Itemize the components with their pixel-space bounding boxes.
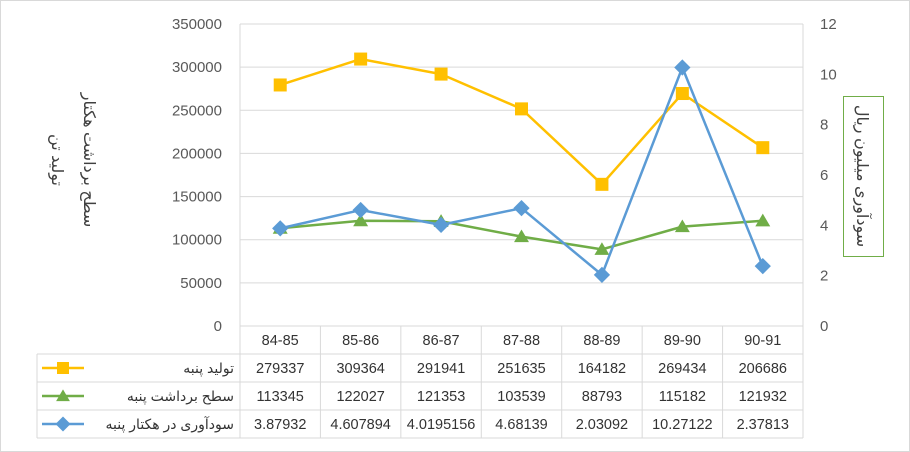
chart-series (272, 52, 771, 284)
data-point-marker (352, 201, 369, 219)
table-cell-value: 279337 (256, 361, 304, 377)
data-point-marker (754, 258, 771, 275)
data-point-marker (756, 141, 770, 155)
legend-key (42, 389, 84, 402)
table-cell-value: 164182 (578, 361, 626, 377)
category-label: 85-86 (342, 333, 379, 349)
table-cell-value: 4.607894 (330, 417, 390, 433)
left-tick-label: 150000 (172, 189, 222, 206)
data-point-marker (273, 78, 287, 92)
table-cell-value: 113345 (257, 389, 304, 405)
table-cell-value: 309364 (336, 361, 384, 377)
table-cell-value: 291941 (417, 361, 465, 377)
left-tick-label: 100000 (172, 232, 222, 249)
legend-key (42, 362, 84, 374)
table-cell-value: 103539 (497, 389, 545, 405)
data-point-marker (434, 67, 448, 81)
left-tick-label: 50000 (180, 275, 222, 292)
table-cell-value: 2.03092 (576, 417, 628, 433)
category-label: 84-85 (262, 333, 299, 349)
right-tick-label: 6 (820, 167, 828, 184)
table-cell-value: 121932 (739, 389, 787, 405)
data-point-marker (513, 200, 530, 217)
right-tick-label: 2 (820, 268, 828, 285)
table-cell-value: 251635 (497, 361, 545, 377)
category-label: 90-91 (744, 333, 781, 349)
data-table: 84-85 85-86 86-87 87-88 88-89 89-90 90-91 تولید… (36, 24, 804, 439)
table-cell-value: 88793 (582, 389, 622, 405)
right-tick-label: 8 (820, 117, 828, 134)
left-tick-label: 300000 (172, 59, 222, 76)
left-axis-label-line1: تولید تن (47, 134, 65, 186)
right-axis-ticks: 0 2 4 6 8 10 12 (820, 16, 837, 335)
data-point-marker (354, 52, 368, 66)
series-group (273, 52, 770, 191)
left-tick-label: 350000 (172, 16, 222, 33)
data-point-marker (594, 242, 610, 255)
data-point-marker (674, 219, 690, 233)
table-cell-value: 122027 (336, 389, 384, 405)
data-point-marker (57, 362, 69, 374)
legend-entry: تولید پنبه (183, 360, 234, 377)
left-tick-label: 0 (214, 318, 222, 335)
category-label: 87-88 (503, 333, 540, 349)
data-point-marker (272, 220, 289, 237)
table-cell-value: 4.0195156 (407, 417, 476, 433)
table-cell-value: 3.87932 (254, 417, 306, 433)
table-cell-value: 2.37813 (737, 417, 789, 433)
left-tick-label: 200000 (172, 145, 222, 162)
data-point-marker (675, 87, 689, 101)
right-axis-label: سودآوری میلیون ریال (852, 105, 872, 247)
table-cell-value: 121353 (417, 389, 465, 405)
category-label: 88-89 (583, 333, 620, 349)
table-cell-value: 206686 (739, 361, 787, 377)
table-cell-value: 4.68139 (495, 417, 547, 433)
legend-entry: سودآوری در هکتار پنبه (106, 416, 234, 433)
right-tick-label: 0 (820, 318, 828, 335)
right-axis-label-box (843, 96, 884, 257)
data-point-marker (593, 266, 611, 284)
right-tick-label: 12 (820, 16, 837, 33)
category-label: 86-87 (423, 333, 460, 349)
series-group (272, 59, 771, 284)
table-cell-value: 115182 (659, 389, 706, 405)
left-tick-label: 250000 (172, 102, 222, 119)
data-point-marker (595, 177, 609, 191)
legend-entry: سطح برداشت پنبه (127, 388, 234, 405)
left-axis-ticks: 0 50000 100000 150000 200000 250000 300000 3500… (172, 16, 222, 335)
data-point-marker (515, 102, 528, 116)
right-tick-label: 4 (820, 217, 828, 234)
category-label: 89-90 (664, 333, 701, 349)
right-tick-label: 10 (820, 66, 837, 83)
table-cell-value: 10.27122 (652, 417, 712, 433)
data-point-marker (353, 213, 369, 227)
data-point-marker (55, 416, 71, 432)
table-cell-value: 269434 (658, 361, 706, 377)
data-point-marker (514, 229, 529, 243)
data-point-marker (432, 216, 450, 233)
left-axis-label-line2: سطح برداشت هکتار (79, 92, 97, 227)
data-point-marker (755, 213, 771, 227)
data-point-marker (674, 59, 691, 76)
data-point-marker (56, 389, 70, 402)
legend-key (42, 416, 84, 432)
